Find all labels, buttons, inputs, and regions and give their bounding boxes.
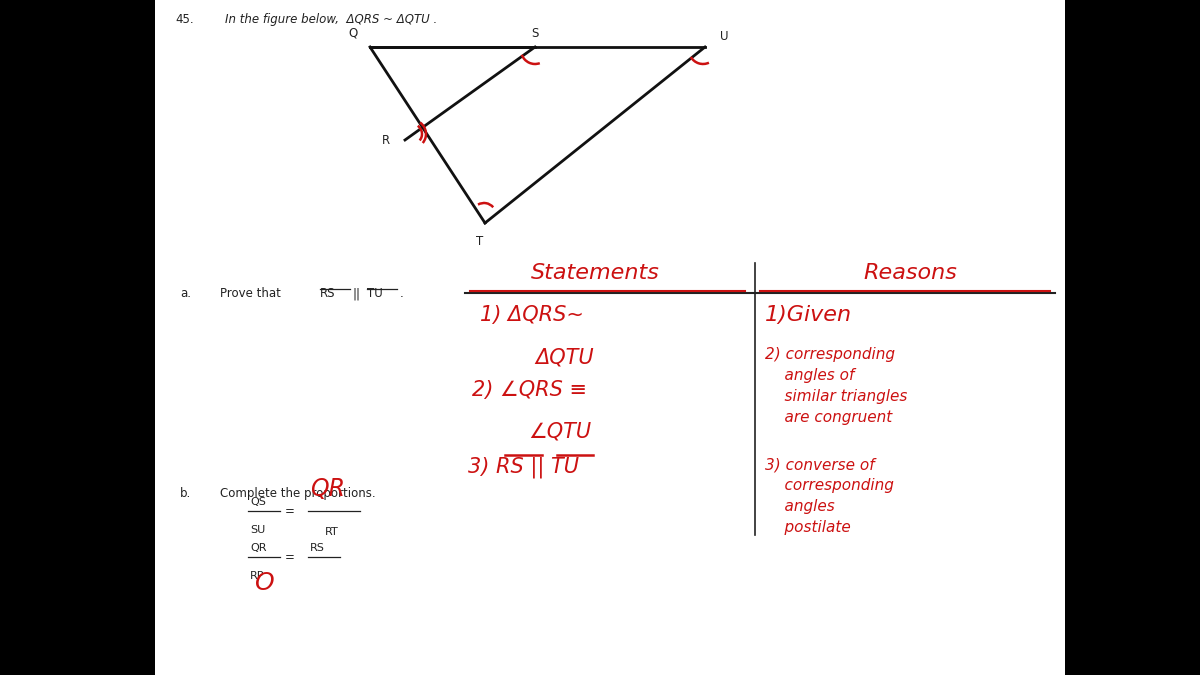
Text: ∠QTU: ∠QTU: [528, 422, 592, 442]
Text: 3) converse of
    corresponding
    angles
    postilate: 3) converse of corresponding angles post…: [766, 457, 894, 535]
Text: T: T: [476, 235, 484, 248]
Text: ΔQTU: ΔQTU: [535, 347, 594, 367]
Text: O: O: [254, 571, 275, 595]
Text: QS: QS: [250, 497, 266, 507]
Text: b.: b.: [180, 487, 191, 500]
Text: 3) RS || TU: 3) RS || TU: [468, 457, 580, 479]
Text: RS: RS: [310, 543, 325, 553]
Text: Reasons: Reasons: [863, 263, 956, 283]
Text: Q: Q: [349, 27, 358, 40]
Bar: [155, 0, 1066, 675]
Text: SU: SU: [250, 525, 265, 535]
Text: RP: RP: [250, 571, 264, 581]
Text: ||: ||: [353, 287, 361, 300]
Text: =: =: [286, 506, 295, 518]
Text: U: U: [720, 30, 728, 43]
Text: S: S: [532, 27, 539, 40]
Text: R: R: [382, 134, 390, 146]
Text: a.: a.: [180, 287, 191, 300]
Text: =: =: [286, 551, 295, 564]
Text: .: .: [400, 287, 403, 300]
Text: 1) ΔQRS~: 1) ΔQRS~: [480, 305, 584, 325]
Text: 2) ∠QRS ≡: 2) ∠QRS ≡: [472, 380, 587, 400]
Text: In the figure below,  ΔQRS ~ ΔQTU .: In the figure below, ΔQRS ~ ΔQTU .: [226, 13, 437, 26]
Text: RS: RS: [320, 287, 336, 300]
Text: RT: RT: [325, 527, 338, 537]
Text: Statements: Statements: [530, 263, 660, 283]
Text: Complete the proportions.: Complete the proportions.: [220, 487, 376, 500]
Text: Prove that: Prove that: [220, 287, 284, 300]
Text: 45.: 45.: [175, 13, 193, 26]
Text: 1)Given: 1)Given: [766, 305, 852, 325]
Text: QR: QR: [250, 543, 266, 553]
Text: QR: QR: [310, 477, 346, 501]
Text: TU: TU: [367, 287, 383, 300]
Text: 2) corresponding
    angles of
    similar triangles
    are congruent: 2) corresponding angles of similar trian…: [766, 347, 907, 425]
